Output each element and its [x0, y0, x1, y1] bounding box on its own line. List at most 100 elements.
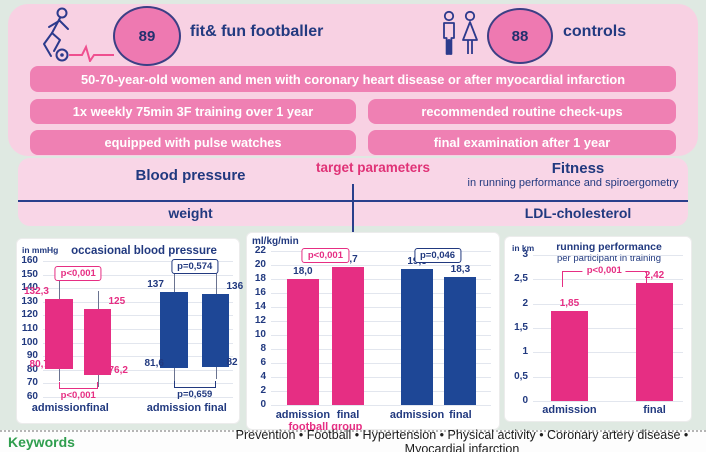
- gridline: [43, 397, 233, 398]
- p-value: p<0,001: [582, 264, 626, 277]
- y-tick-label: 2: [522, 297, 528, 309]
- chart-subtitle: per participant in training: [556, 253, 662, 264]
- controls-count: 88: [511, 27, 529, 45]
- gridline: [271, 251, 491, 252]
- y-tick-label: 2,5: [514, 273, 528, 285]
- error-bar: [173, 270, 175, 312]
- value-label: 81,6: [144, 357, 164, 369]
- controls-count-badge: 88: [487, 8, 553, 64]
- data-bar: [401, 268, 434, 405]
- gridline: [533, 376, 683, 378]
- y-tick-label: 6: [260, 357, 266, 368]
- y-axis-unit: in mmHg: [22, 245, 59, 255]
- y-tick-label: 60: [26, 391, 38, 402]
- data-bar: [44, 298, 73, 369]
- ball-dot: [60, 53, 64, 57]
- gridline: [43, 301, 233, 303]
- gridline: [43, 261, 233, 262]
- chart-title: occasional blood pressure: [71, 245, 217, 257]
- y-tick-label: 14: [254, 301, 266, 312]
- keywords-list: Prevention • Football • Hypertension • P…: [235, 428, 689, 452]
- p-value: p<0,001: [60, 390, 96, 402]
- gridline: [43, 288, 233, 290]
- spiroergometry-chart: ml/kg/min 222018161412108642018,019,719,…: [246, 232, 500, 433]
- football-count-badge: 89: [113, 6, 181, 66]
- checkups-banner: recommended routine check-ups: [368, 99, 676, 124]
- value-label: 2,42: [644, 270, 665, 282]
- data-bar: [201, 293, 230, 368]
- ecg-line: [69, 44, 114, 62]
- y-tick-label: 22: [254, 245, 266, 256]
- x-axis-label: final: [449, 409, 472, 421]
- gridline: [533, 352, 683, 354]
- ldl-label: LDL-cholesterol: [524, 205, 632, 221]
- fitness-sublabel: in running performance and spiroergometr…: [467, 177, 679, 189]
- x-axis-label: admission: [31, 402, 87, 414]
- gridline: [533, 255, 683, 256]
- value-label: 18,3: [450, 263, 471, 275]
- gridline: [271, 279, 491, 280]
- gridline: [43, 274, 233, 276]
- p-value: p=0,574: [171, 258, 219, 274]
- data-bar: [635, 283, 674, 401]
- y-tick-label: 130: [21, 295, 38, 307]
- keywords-bar: Keywords Prevention • Football • Hyperte…: [0, 428, 706, 452]
- x-axis-label: final: [86, 402, 109, 414]
- running-performance-chart: in km running performance per participan…: [504, 236, 692, 422]
- gridline: [271, 307, 491, 308]
- data-bar: [286, 279, 319, 405]
- data-bar: [444, 276, 477, 405]
- gridline: [43, 356, 233, 358]
- p-bracket: [58, 382, 98, 390]
- y-tick-label: 150: [21, 268, 38, 280]
- gridline: [271, 265, 491, 266]
- y-tick-label: 18: [254, 273, 266, 284]
- x-axis-label: admission: [389, 409, 445, 421]
- y-tick-label: 0: [522, 395, 528, 406]
- x-axis-label: admission: [542, 404, 597, 416]
- y-tick-label: 140: [21, 282, 38, 294]
- data-bar: [332, 267, 364, 405]
- y-tick-label: 80: [26, 363, 38, 375]
- gridline: [271, 377, 491, 378]
- keywords-label: Keywords: [8, 434, 75, 450]
- value-label: 137: [147, 279, 164, 291]
- controls-group-label: controls: [563, 23, 627, 40]
- y-tick-label: 120: [21, 309, 38, 321]
- gridline: [271, 335, 491, 336]
- error-bar: [215, 273, 217, 313]
- target-parameters-card: Blood pressure target parameters Fitness…: [18, 158, 688, 226]
- y-tick-label: 0: [260, 399, 266, 410]
- p-value: p<0,001: [301, 248, 349, 264]
- value-label: 132,3: [23, 285, 49, 297]
- gridline: [271, 349, 491, 350]
- value-label: 125: [108, 295, 126, 307]
- final-exam-banner: final examination after 1 year: [368, 130, 676, 155]
- pulse-watches-banner: equipped with pulse watches: [30, 130, 356, 155]
- y-tick-label: 100: [21, 336, 38, 348]
- controls-couple-icon: [443, 10, 478, 55]
- weight-label: weight: [168, 205, 213, 221]
- data-bar: [550, 310, 588, 401]
- x-axis-label: final: [643, 404, 666, 416]
- value-label: 136: [226, 280, 244, 292]
- y-tick-label: 90: [26, 350, 38, 362]
- gridline: [533, 279, 683, 281]
- y-tick-label: 1,5: [514, 322, 528, 333]
- p-value: p=0,046: [413, 248, 462, 264]
- y-tick-label: 20: [254, 259, 266, 270]
- y-tick-label: 160: [21, 255, 38, 266]
- x-axis-label: admission: [146, 402, 202, 414]
- y-tick-label: 3: [522, 249, 528, 260]
- value-label: 1,85: [559, 297, 580, 309]
- y-tick-label: 70: [26, 377, 38, 389]
- error-bar: [215, 354, 217, 380]
- y-tick-label: 8: [260, 343, 266, 354]
- value-label: 18,0: [293, 266, 313, 277]
- football-group-label: fit& fun footballer: [190, 23, 324, 40]
- y-tick-label: 110: [21, 323, 38, 334]
- gridline: [533, 328, 683, 329]
- y-tick-label: 16: [254, 287, 266, 298]
- gridline: [533, 303, 683, 305]
